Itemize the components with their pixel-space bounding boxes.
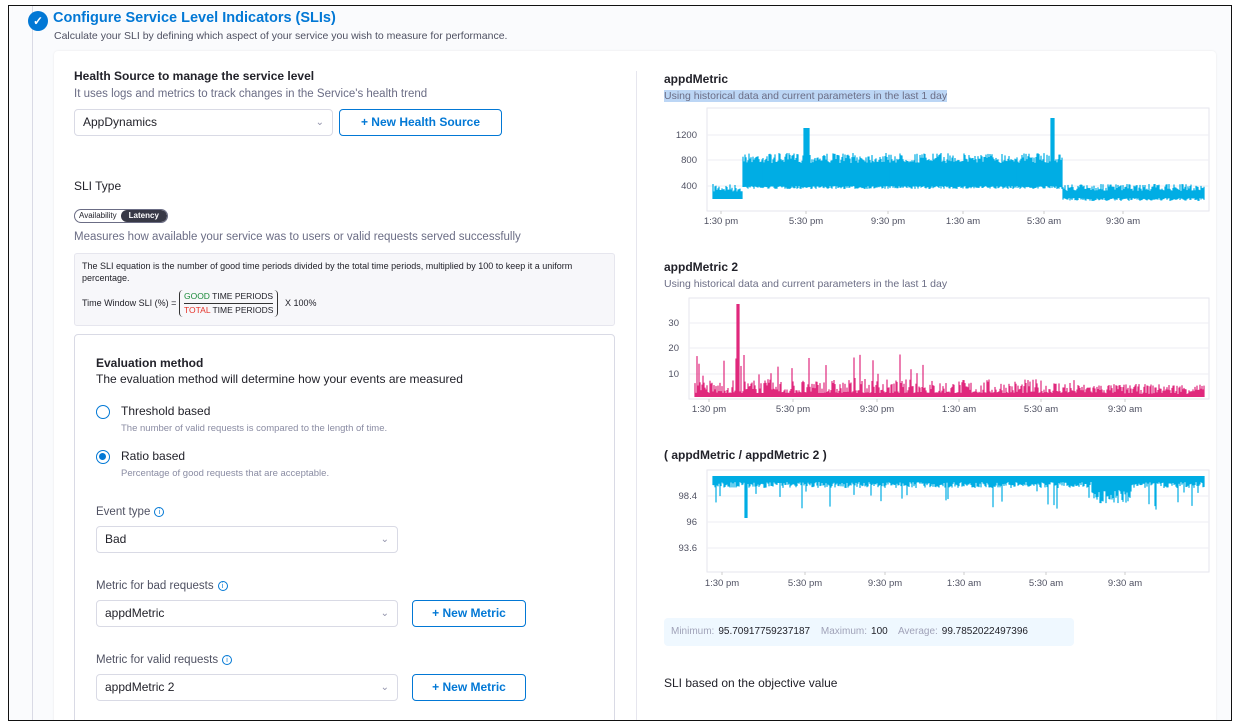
- x-tick-label: 5:30 am: [1024, 404, 1058, 415]
- event-type-select[interactable]: Bad ⌄: [96, 526, 398, 553]
- evaluation-description: The evaluation method will determine how…: [96, 372, 463, 386]
- good-label: GOOD: [183, 291, 210, 301]
- new-metric-button-bad[interactable]: + New Metric: [412, 600, 526, 627]
- avg-value: 99.7852022497396: [941, 626, 1028, 637]
- x-tick-label: 1:30 pm: [692, 404, 726, 415]
- equation-text: The SLI equation is the number of good t…: [82, 261, 573, 283]
- sli-type-description: Measures how available your service was …: [74, 231, 521, 243]
- chart2-subtitle: Using historical data and current parame…: [664, 278, 948, 290]
- valid-metric-label: Metric for valid requests i: [96, 654, 233, 666]
- chevron-down-icon: ⌄: [380, 682, 389, 693]
- chart-ratio: 98.4 96 93.6 1:30 pm 5:30 pm 9:30 pm 1:30 am 5:…: [679, 469, 1210, 589]
- valid-metric-value: appdMetric 2: [105, 680, 175, 694]
- x-tick-label: 5:30 pm: [789, 216, 823, 227]
- ratio-label[interactable]: Ratio based: [121, 449, 186, 463]
- evaluation-method-box: Evaluation method The evaluation method …: [74, 334, 615, 720]
- x-tick-label: 1:30 pm: [705, 578, 739, 589]
- health-source-select[interactable]: AppDynamics ⌄: [74, 109, 333, 136]
- data-series: [694, 304, 1205, 397]
- valid-metric-select[interactable]: appdMetric 2 ⌄: [96, 674, 398, 701]
- objective-heading: SLI based on the objective value: [664, 676, 838, 690]
- sli-type-heading: SLI Type: [74, 179, 122, 193]
- y-tick-label: 20: [668, 343, 679, 354]
- x-tick-label: 1:30 pm: [704, 216, 738, 227]
- column-divider: [636, 71, 637, 720]
- new-metric-button-valid[interactable]: + New Metric: [412, 674, 526, 701]
- y-tick-label: 98.4: [679, 491, 698, 502]
- x-tick-label: 9:30 pm: [860, 404, 894, 415]
- periods-label: TIME PERIODS: [212, 291, 274, 301]
- total-label: TOTAL: [183, 305, 211, 315]
- x-tick-label: 9:30 pm: [868, 578, 902, 589]
- y-tick-label: 93.6: [679, 543, 698, 554]
- ratio-stats: Minimum: 95.70917759237187 Maximum: 100 Av…: [664, 618, 1074, 646]
- ratio-help: Percentage of good requests that are acc…: [121, 468, 330, 479]
- min-value: 95.70917759237187: [718, 626, 811, 637]
- y-tick-label: 800: [681, 155, 697, 166]
- threshold-label[interactable]: Threshold based: [121, 404, 211, 418]
- bad-metric-label: Metric for bad requests i: [96, 580, 228, 592]
- x-tick-label: 5:30 pm: [788, 578, 822, 589]
- check-circle-icon: ✓: [28, 11, 48, 31]
- y-tick-label: 30: [668, 318, 679, 329]
- health-source-heading: Health Source to manage the service leve…: [74, 69, 315, 83]
- chevron-down-icon: ⌄: [380, 534, 389, 545]
- equation-lhs: Time Window SLI (%) =: [82, 297, 177, 308]
- chart3-title: ( appdMetric / appdMetric 2 ): [664, 448, 827, 462]
- chart-appdmetric-2: 30 20 10 1:30 pm 5:30 pm 9:30 pm 1:30 am 5:30 a…: [668, 297, 1210, 415]
- event-type-label: Event type i: [96, 506, 165, 518]
- x-tick-label: 1:30 am: [947, 578, 981, 589]
- health-source-value: AppDynamics: [83, 115, 158, 129]
- x-tick-label: 5:30 pm: [776, 404, 810, 415]
- periods-label: TIME PERIODS: [212, 305, 274, 315]
- x-tick-label: 9:30 am: [1108, 578, 1142, 589]
- avg-label: Average:: [897, 626, 938, 637]
- chart-appdmetric: 1200 800 400 1:30 pm 5:30 pm 9:30 pm 1:30 am 5:…: [676, 107, 1210, 227]
- min-label: Minimum:: [671, 626, 715, 637]
- section-subtitle: Calculate your SLI by defining which asp…: [54, 30, 508, 42]
- info-icon: i: [154, 507, 165, 517]
- chart2-title: appdMetric 2: [664, 260, 739, 274]
- info-icon: i: [222, 655, 233, 665]
- equation-fraction: GOOD TIME PERIODS TOTAL TIME PERIODS: [178, 290, 279, 317]
- bad-metric-select[interactable]: appdMetric ⌄: [96, 600, 398, 627]
- threshold-radio[interactable]: [96, 405, 110, 419]
- x-tick-label: 1:30 am: [942, 404, 976, 415]
- info-icon: i: [217, 581, 228, 591]
- threshold-help: The number of valid requests is compared…: [121, 423, 388, 434]
- x-tick-label: 5:30 am: [1029, 578, 1063, 589]
- x-tick-label: 1:30 am: [946, 216, 980, 227]
- health-source-description: It uses logs and metrics to track change…: [74, 88, 428, 100]
- max-value: 100: [871, 626, 888, 637]
- toggle-availability[interactable]: Availability: [79, 211, 117, 220]
- sli-equation-box: The SLI equation is the number of good t…: [74, 253, 615, 326]
- x-tick-label: 9:30 pm: [871, 216, 905, 227]
- x-tick-label: 9:30 am: [1108, 404, 1142, 415]
- event-type-value: Bad: [105, 532, 127, 546]
- y-tick-label: 96: [686, 517, 697, 528]
- new-health-source-button[interactable]: + New Health Source: [339, 109, 502, 136]
- data-series: [712, 118, 1205, 201]
- x-tick-label: 5:30 am: [1027, 216, 1061, 227]
- y-tick-label: 1200: [676, 130, 697, 141]
- sli-config-section: ✓ Configure Service Level Indicators (SL…: [8, 5, 1232, 721]
- chevron-down-icon: ⌄: [315, 117, 324, 128]
- x-tick-label: 9:30 am: [1106, 216, 1140, 227]
- y-tick-label: 10: [668, 369, 679, 380]
- chart1-subtitle: Using historical data and current parame…: [664, 90, 948, 102]
- chart1-title: appdMetric: [664, 72, 729, 86]
- y-tick-label: 400: [681, 181, 697, 192]
- max-label: Maximum:: [820, 626, 868, 637]
- data-series: [712, 476, 1205, 518]
- toggle-latency[interactable]: Latency: [120, 210, 167, 222]
- bad-metric-value: appdMetric: [105, 606, 165, 620]
- sli-type-toggle[interactable]: Availability Latency: [74, 209, 168, 223]
- sli-card: Health Source to manage the service leve…: [54, 51, 1216, 720]
- evaluation-heading: Evaluation method: [96, 356, 204, 370]
- equation-multiplier: X 100%: [284, 297, 317, 308]
- step-connector: [32, 6, 33, 720]
- chevron-down-icon: ⌄: [380, 608, 389, 619]
- ratio-radio[interactable]: [96, 450, 110, 464]
- section-title: Configure Service Level Indicators (SLIs…: [53, 10, 336, 26]
